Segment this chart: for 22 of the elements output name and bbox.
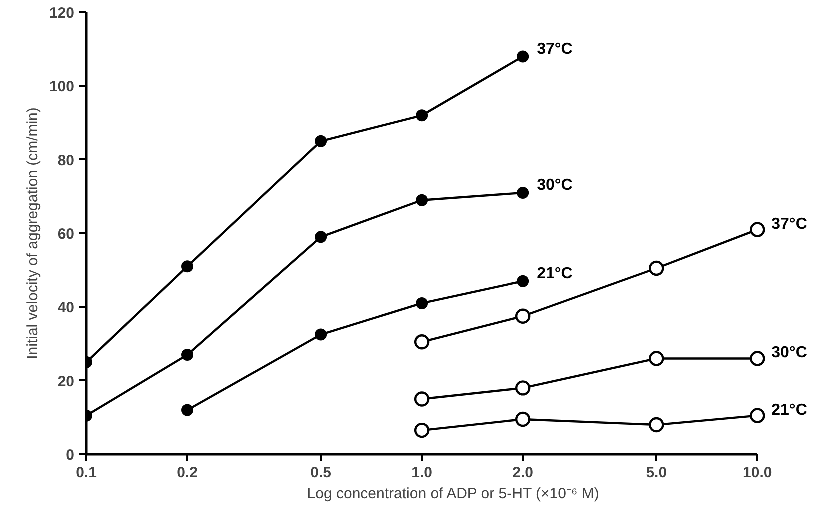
x-tick-label: 0.2 xyxy=(177,464,198,482)
series-label: 37°C xyxy=(772,216,808,233)
series-label: 37°C xyxy=(537,40,574,58)
x-tick-label: 10.0 xyxy=(743,464,772,482)
y-tick-label: 120 xyxy=(49,5,75,22)
y-tick-label: 100 xyxy=(49,78,75,96)
y-tick-label: 60 xyxy=(58,226,75,243)
series-label: 21°C xyxy=(537,266,574,283)
x-tick-label: 0.5 xyxy=(310,464,332,482)
y-tick-label: 80 xyxy=(58,152,75,170)
x-tick-label: 1.0 xyxy=(412,464,432,482)
x-tick-label: 0.1 xyxy=(76,464,97,482)
x-tick-label: 2.0 xyxy=(512,464,534,482)
series-label: 30°C xyxy=(537,177,574,194)
y-axis-title: Initial velocity of aggregation (cm/min) xyxy=(24,108,42,360)
series-label: 21°C xyxy=(772,402,808,419)
series-label: 30°C xyxy=(772,344,808,362)
x-axis-title: Log concentration of ADP or 5-HT (×10⁻⁶ M) xyxy=(307,486,600,502)
y-tick-label: 0 xyxy=(66,447,74,464)
y-tick-label: 40 xyxy=(58,300,75,317)
y-tick-label: 20 xyxy=(58,373,75,390)
x-tick-label: 5.0 xyxy=(646,464,668,482)
